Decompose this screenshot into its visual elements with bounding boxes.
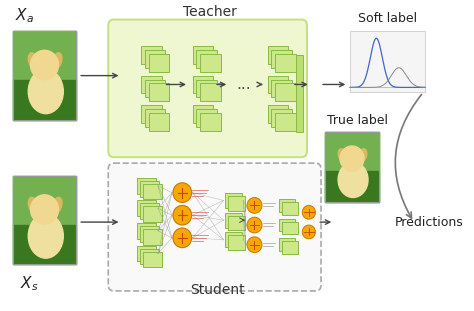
Text: Predictions: Predictions bbox=[395, 216, 464, 229]
Ellipse shape bbox=[53, 197, 62, 213]
Bar bbox=[13, 31, 76, 120]
Ellipse shape bbox=[53, 53, 62, 68]
Ellipse shape bbox=[28, 69, 64, 114]
Bar bbox=[145, 109, 165, 127]
Ellipse shape bbox=[359, 149, 367, 161]
Bar bbox=[282, 241, 298, 254]
Bar bbox=[192, 76, 213, 93]
Bar bbox=[137, 201, 156, 216]
Bar bbox=[271, 80, 292, 97]
Bar bbox=[143, 252, 162, 267]
Bar bbox=[192, 46, 213, 64]
FancyArrowPatch shape bbox=[395, 95, 421, 218]
Bar bbox=[226, 232, 242, 247]
Bar bbox=[226, 193, 242, 208]
Bar bbox=[140, 249, 159, 264]
Bar bbox=[13, 176, 76, 264]
Bar bbox=[228, 196, 245, 211]
Circle shape bbox=[247, 237, 262, 253]
Ellipse shape bbox=[338, 162, 368, 197]
Circle shape bbox=[30, 50, 58, 80]
Bar bbox=[148, 54, 169, 72]
Circle shape bbox=[302, 225, 315, 239]
Bar bbox=[296, 55, 303, 132]
Circle shape bbox=[30, 195, 58, 224]
Text: Teacher: Teacher bbox=[182, 5, 237, 19]
Ellipse shape bbox=[28, 197, 38, 213]
Bar bbox=[141, 46, 162, 64]
Ellipse shape bbox=[338, 149, 346, 161]
Text: Soft label: Soft label bbox=[358, 12, 417, 26]
Circle shape bbox=[173, 205, 191, 225]
Bar bbox=[13, 31, 76, 80]
Bar bbox=[143, 184, 162, 199]
Bar bbox=[200, 83, 221, 101]
Bar bbox=[140, 226, 159, 242]
Bar bbox=[192, 105, 213, 123]
Bar bbox=[271, 50, 292, 68]
Bar bbox=[141, 105, 162, 123]
Bar bbox=[200, 113, 221, 131]
Ellipse shape bbox=[28, 53, 38, 68]
Bar bbox=[228, 235, 245, 250]
Ellipse shape bbox=[28, 214, 64, 258]
Bar bbox=[275, 83, 296, 101]
Bar bbox=[279, 238, 295, 251]
Text: $X_s$: $X_s$ bbox=[20, 274, 38, 293]
Bar bbox=[325, 171, 379, 202]
Bar bbox=[13, 176, 76, 264]
Bar bbox=[325, 132, 379, 202]
FancyBboxPatch shape bbox=[108, 163, 321, 291]
Bar bbox=[148, 83, 169, 101]
Circle shape bbox=[340, 146, 364, 171]
Bar bbox=[279, 219, 295, 231]
Bar bbox=[350, 31, 425, 92]
Circle shape bbox=[173, 183, 191, 202]
Bar bbox=[13, 80, 76, 120]
Bar bbox=[196, 109, 217, 127]
Bar bbox=[282, 202, 298, 215]
Bar bbox=[268, 105, 288, 123]
Bar bbox=[325, 132, 379, 171]
Bar bbox=[140, 203, 159, 219]
Bar bbox=[143, 207, 162, 222]
Bar bbox=[137, 223, 156, 239]
Bar bbox=[226, 213, 242, 228]
Bar bbox=[279, 199, 295, 212]
Circle shape bbox=[173, 228, 191, 248]
Bar bbox=[13, 176, 76, 225]
Bar bbox=[143, 229, 162, 245]
Bar bbox=[282, 222, 298, 234]
Bar bbox=[13, 31, 76, 120]
Bar bbox=[228, 216, 245, 230]
FancyBboxPatch shape bbox=[108, 20, 307, 157]
Bar bbox=[200, 54, 221, 72]
Circle shape bbox=[247, 217, 262, 233]
Circle shape bbox=[247, 197, 262, 213]
Bar bbox=[268, 76, 288, 93]
Bar bbox=[13, 225, 76, 264]
Text: $X_a$: $X_a$ bbox=[15, 7, 34, 26]
Bar bbox=[137, 246, 156, 262]
Bar bbox=[145, 50, 165, 68]
Bar bbox=[196, 50, 217, 68]
Bar bbox=[268, 46, 288, 64]
Bar bbox=[275, 113, 296, 131]
Bar bbox=[271, 109, 292, 127]
Bar bbox=[148, 113, 169, 131]
Bar bbox=[275, 54, 296, 72]
Text: True label: True label bbox=[327, 114, 388, 127]
Bar bbox=[140, 181, 159, 197]
Bar bbox=[141, 76, 162, 93]
Bar bbox=[196, 80, 217, 97]
Text: ...: ... bbox=[236, 77, 251, 92]
Bar bbox=[145, 80, 165, 97]
Text: Student: Student bbox=[190, 283, 244, 297]
Circle shape bbox=[302, 205, 315, 219]
Bar bbox=[137, 178, 156, 193]
Bar bbox=[325, 132, 379, 202]
